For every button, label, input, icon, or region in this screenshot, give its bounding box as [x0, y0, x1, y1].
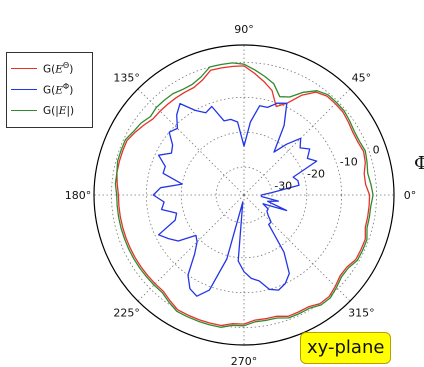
theta-tick-label: 180°	[65, 189, 92, 202]
legend-swatch	[11, 110, 37, 111]
series-line	[152, 102, 318, 297]
theta-tick-label: 135°	[113, 72, 140, 85]
series-layer	[114, 62, 374, 328]
legend-label: G(|E|)	[43, 104, 75, 117]
r-tick-label: -20	[307, 168, 325, 181]
legend-swatch	[11, 68, 37, 69]
theta-tick-label: 0°	[404, 189, 417, 202]
r-tick-label: -10	[340, 156, 358, 169]
radial-gridline	[111, 62, 377, 328]
theta-tick-label: 45°	[352, 72, 372, 85]
radial-gridline	[145, 96, 343, 294]
legend-entry: G(EΘ)	[11, 58, 88, 79]
polar-frame	[93, 44, 395, 346]
theta-tick-label: 315°	[348, 306, 375, 319]
legend-label: G(EΘ)	[43, 61, 74, 76]
radial-gridline	[180, 131, 308, 259]
plane-badge: xy-plane	[300, 332, 392, 364]
theta-tick-label: 90°	[234, 23, 254, 36]
legend-label: G(EΦ)	[43, 82, 74, 97]
angular-gridline	[243, 88, 351, 196]
angular-gridline	[137, 88, 245, 196]
r-tick-label: -30	[274, 179, 292, 192]
series-line	[114, 62, 374, 328]
theta-tick-label: 270°	[231, 355, 258, 367]
angle-axis-label: Φ	[414, 153, 424, 174]
theta-tick-label: 225°	[113, 306, 140, 319]
legend-swatch	[11, 89, 37, 90]
legend-entry: G(|E|)	[11, 100, 88, 121]
r-tick-label: 0	[373, 144, 380, 157]
label-layer: 0° 45° 90° 135° 180° 225° 270° 315° -30 -20 -10 0 Φ	[65, 23, 424, 367]
polar-grid	[93, 44, 395, 346]
radial-gridline	[215, 166, 273, 224]
legend-entry: G(EΦ)	[11, 79, 88, 100]
series-line	[116, 65, 371, 327]
legend: G(EΘ) G(EΦ) G(|E|)	[6, 52, 93, 128]
angular-gridline	[243, 194, 351, 302]
